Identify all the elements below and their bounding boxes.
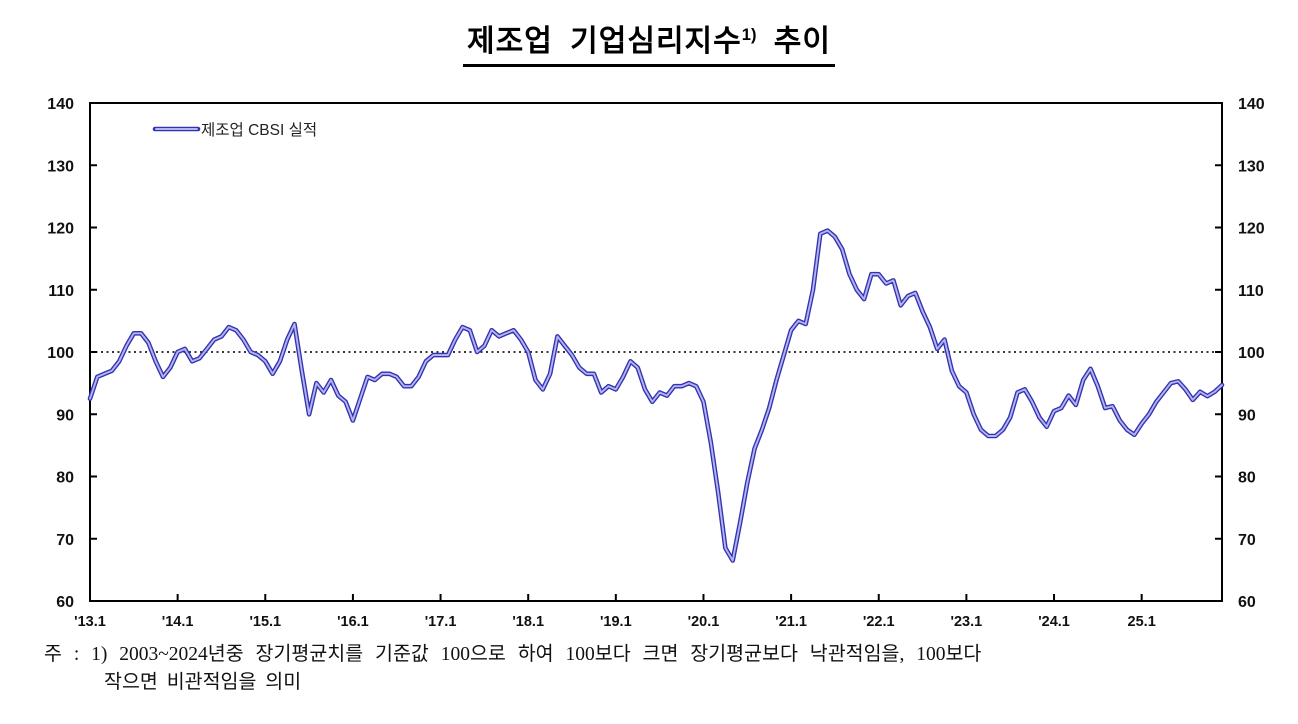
x-axis-label: '22.1 — [863, 614, 895, 630]
y-axis-label-right: 100 — [1238, 345, 1265, 362]
y-axis-label-right: 60 — [1238, 594, 1256, 611]
chart-title-tail: 추이 — [756, 25, 831, 58]
legend-label: 제조업 CBSI 실적 — [201, 121, 317, 139]
chart-title: 제조업 기업심리지수1) 추이 — [463, 16, 835, 67]
cbsi-line-outer — [87, 228, 1225, 563]
x-axis-label: '13.1 — [74, 614, 106, 630]
y-axis-label-left: 60 — [56, 594, 74, 611]
y-axis-label-right: 120 — [1238, 221, 1265, 238]
y-axis-label-left: 100 — [47, 345, 74, 362]
y-axis-label-right: 130 — [1238, 158, 1265, 175]
x-axis-label: '24.1 — [1038, 614, 1070, 630]
y-axis-label-right: 90 — [1238, 407, 1256, 424]
footnote: 주 : 1) 2003~2024년중 장기평균치를 기준값 100으로 하여 1… — [44, 641, 1276, 697]
y-axis-label-left: 90 — [56, 407, 74, 424]
y-axis-label-right: 140 — [1238, 96, 1265, 113]
cbsi-line-inner — [89, 229, 1223, 562]
y-axis-label-right: 70 — [1238, 532, 1256, 549]
chart-title-footnote-marker: 1) — [741, 26, 757, 44]
y-axis-label-left: 80 — [56, 470, 74, 487]
y-axis-label-left: 110 — [48, 283, 74, 300]
y-axis-label-right: 80 — [1238, 470, 1256, 487]
x-axis-label: '18.1 — [512, 614, 544, 630]
y-axis-label-left: 130 — [47, 158, 74, 175]
chart-title-main: 제조업 기업심리지수 — [467, 25, 742, 58]
x-axis-label: '20.1 — [688, 614, 720, 630]
x-axis-label: '16.1 — [337, 614, 369, 630]
x-axis-label: 25.1 — [1128, 614, 1156, 630]
y-axis-label-left: 70 — [56, 532, 74, 549]
plot-border — [89, 102, 1223, 602]
chart-title-row: 제조업 기업심리지수1) 추이 — [0, 16, 1298, 67]
y-axis-label-right: 110 — [1238, 283, 1264, 300]
x-axis-label: '19.1 — [600, 614, 632, 630]
y-axis-label-left: 140 — [47, 96, 74, 113]
footnote-line1: 주 : 1) 2003~2024년중 장기평균치를 기준값 100으로 하여 1… — [44, 644, 982, 665]
y-axis-label-left: 120 — [47, 221, 74, 238]
x-axis-label: '21.1 — [775, 614, 807, 630]
x-axis-label: '23.1 — [951, 614, 983, 630]
x-axis-label: '15.1 — [249, 614, 281, 630]
x-axis-label: '17.1 — [425, 614, 457, 630]
x-axis-label: '14.1 — [162, 614, 194, 630]
footnote-line2: 작으면 비관적임을 의미 — [104, 672, 302, 693]
